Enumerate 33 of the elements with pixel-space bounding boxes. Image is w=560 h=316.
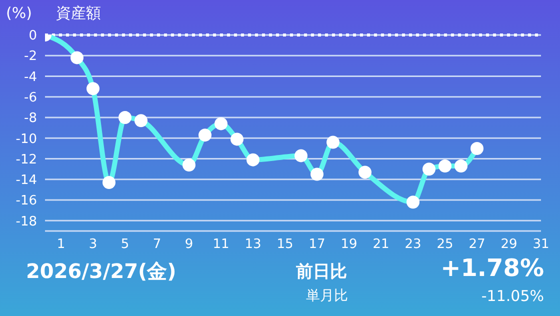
y-tick-label: -10 — [16, 132, 37, 147]
y-tick-label: -8 — [24, 111, 37, 126]
y-tick-label: 0 — [28, 28, 37, 44]
text: +1.78% — [440, 254, 544, 282]
y-tick-label: -2 — [24, 49, 37, 64]
x-tick-label: 19 — [340, 237, 358, 252]
y-axis-title: (%) — [6, 4, 32, 22]
x-tick-label: 25 — [436, 237, 454, 252]
y-tick-label: -12 — [16, 152, 37, 168]
chart-title: 資産額 — [56, 4, 101, 23]
x-tick-label: 13 — [244, 237, 262, 252]
x-tick-label: 1 — [56, 237, 66, 252]
x-tick-label: 3 — [88, 237, 98, 252]
y-tick-label: -14 — [16, 173, 37, 188]
text: -11.05% — [481, 287, 544, 305]
x-tick-label: 21 — [372, 237, 390, 252]
x-tick-label: 9 — [184, 237, 194, 252]
x-tick-label: 17 — [308, 237, 326, 252]
text: 2026/3/27(金) — [26, 258, 176, 285]
y-tick-label: -16 — [16, 194, 37, 209]
x-tick-label: 31 — [532, 237, 550, 252]
x-tick-label: 5 — [120, 237, 130, 252]
y-tick-label: -18 — [16, 214, 37, 230]
y-tick-label: -4 — [24, 70, 37, 85]
x-tick-label: 11 — [212, 237, 230, 252]
y-tick-label: -6 — [24, 90, 37, 106]
x-tick-label: 23 — [404, 237, 422, 252]
text: 前日比 — [296, 261, 347, 283]
x-tick-label: 7 — [152, 237, 162, 252]
x-tick-label: 15 — [276, 237, 294, 252]
x-tick-label: 27 — [468, 237, 486, 252]
x-tick-label: 29 — [500, 237, 518, 252]
text: 単月比 — [306, 287, 348, 305]
